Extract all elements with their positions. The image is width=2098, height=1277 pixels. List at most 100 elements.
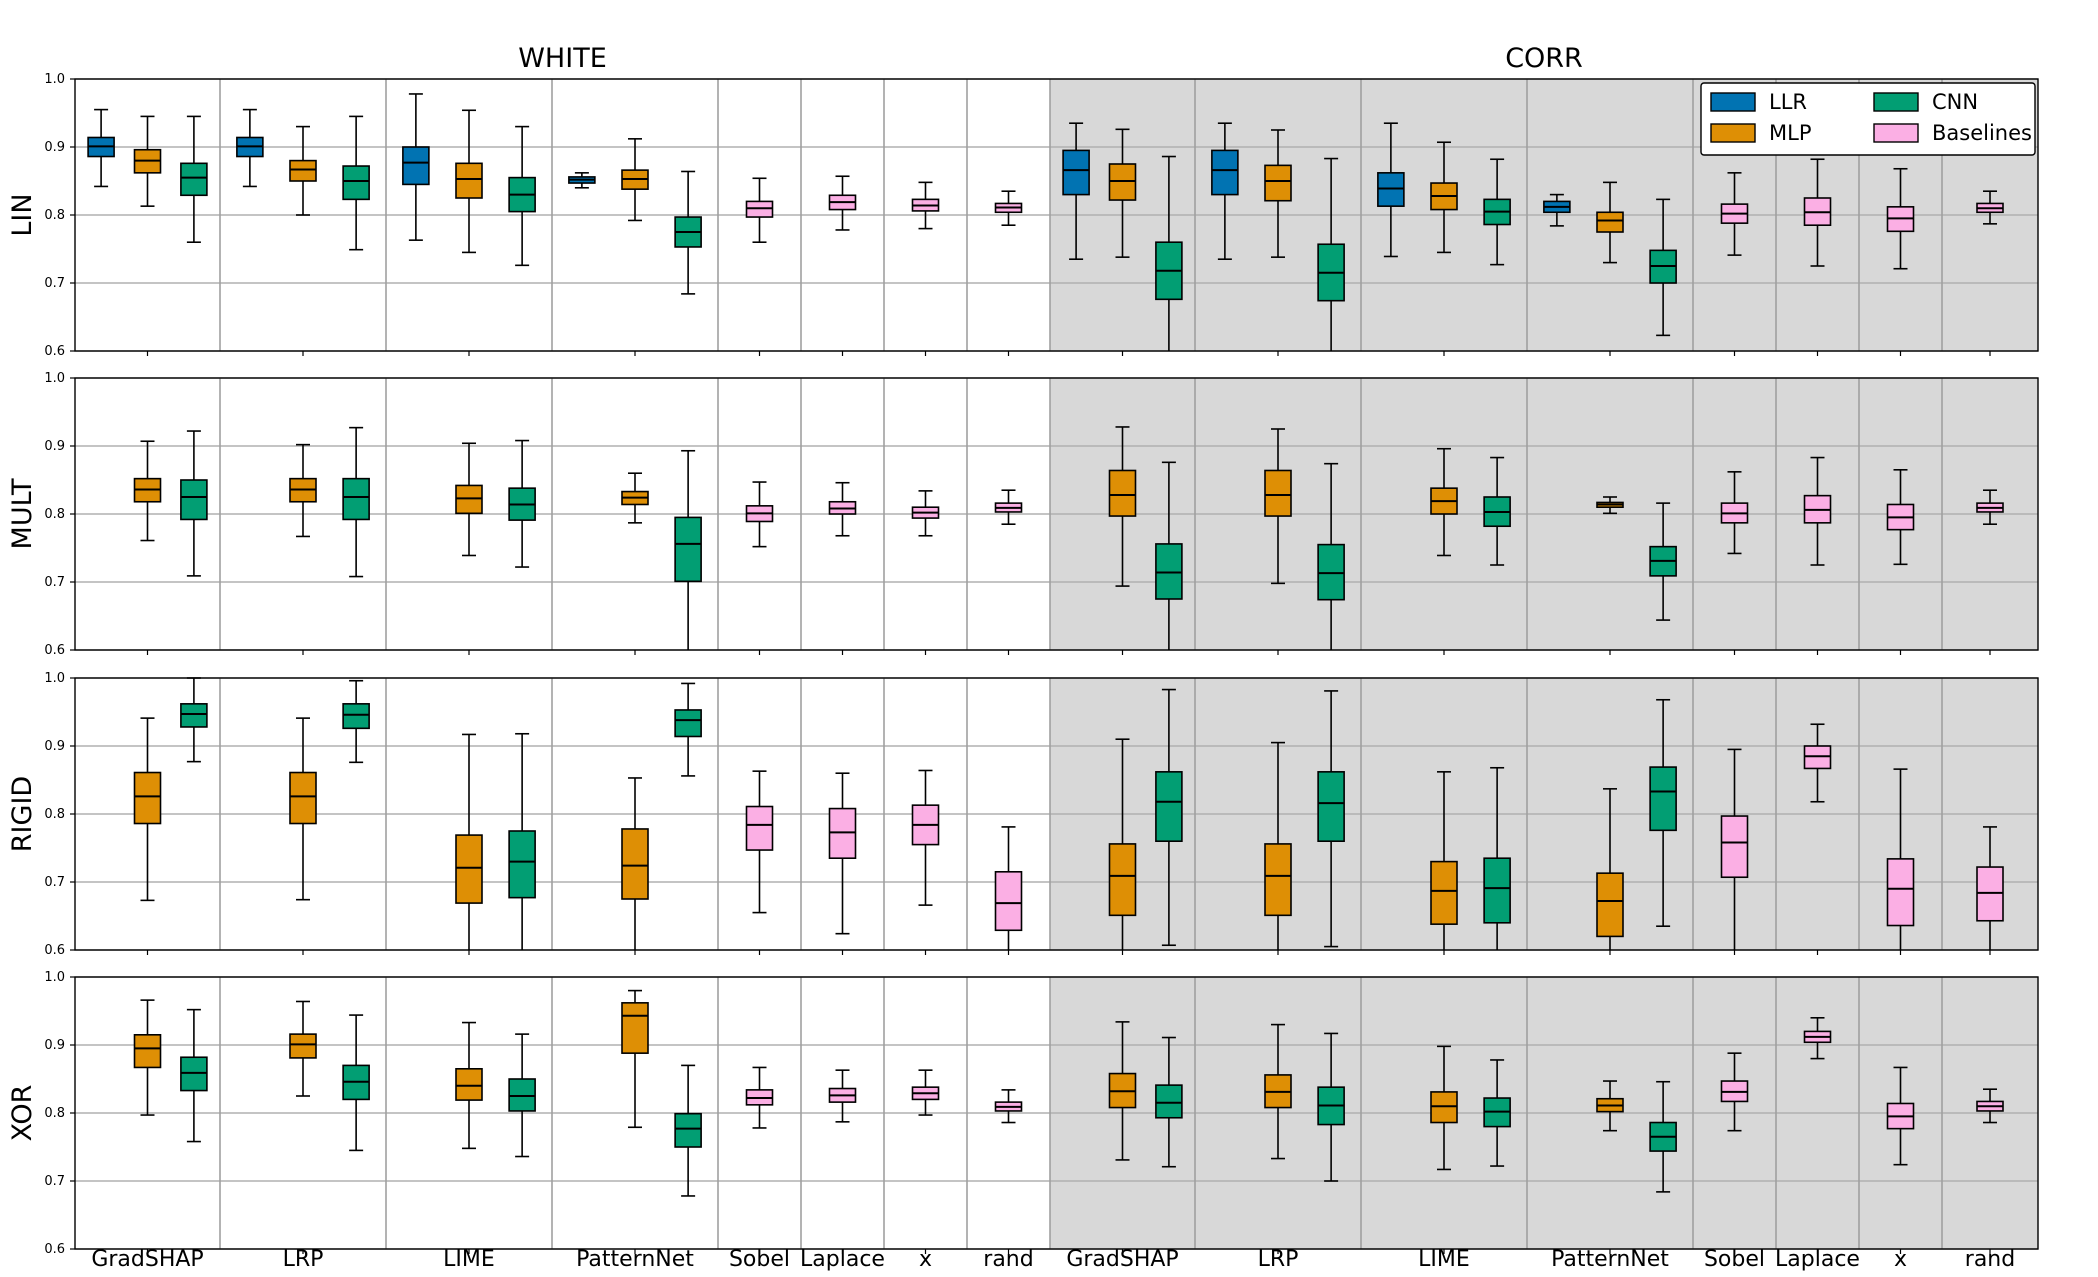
box-patternnet-mlp: [621, 472, 649, 524]
box-laplace-baselines: [1803, 723, 1832, 803]
x-label-lime: LIME: [1418, 1247, 1470, 1272]
y-tick-label: 1.0: [44, 970, 65, 985]
box-body: [289, 771, 317, 825]
box-lrp-mlp: [289, 125, 317, 216]
box-body: [1155, 771, 1183, 843]
box-body: [621, 828, 649, 900]
y-tick-label: 0.9: [44, 1038, 65, 1053]
box-patternnet-mlp: [1596, 1080, 1624, 1132]
box-rand-baselines: [994, 1089, 1023, 1124]
x-label-rand: rand: [983, 1247, 1033, 1272]
box-gradshap-cnn: [1155, 1036, 1183, 1168]
box-body: [342, 703, 370, 730]
box-body: [1108, 469, 1137, 517]
x-label-patternnet: PatternNet: [576, 1247, 694, 1272]
box-gradshap-cnn: [1155, 155, 1183, 351]
box-x-baselines: [911, 490, 940, 537]
box-gradshap-cnn: [180, 677, 208, 763]
y-tick-label: 0.6: [44, 1242, 65, 1257]
box-gradshap-mlp: [1108, 1021, 1137, 1161]
box-lrp-mlp: [1264, 428, 1292, 585]
box-sobel-baselines: [1720, 1052, 1749, 1132]
box-body: [1108, 843, 1137, 917]
box-lime-cnn: [1483, 766, 1511, 950]
box-x-baselines: [911, 181, 940, 230]
box-rand-baselines: [994, 489, 1023, 526]
box-lime-mlp: [455, 442, 483, 557]
y-tick-label: 0.9: [44, 439, 65, 454]
box-body: [508, 1078, 536, 1112]
y-tick-label: 1.0: [44, 72, 65, 87]
box-patternnet-mlp: [1596, 181, 1624, 264]
box-patternnet-cnn: [674, 170, 702, 295]
box-body: [1649, 766, 1677, 832]
panel-row-xor: 0.6 0.7 0.8 0.9 1.0 XOR: [7, 970, 2039, 1257]
box-x-baselines: [1886, 167, 1915, 270]
box-lrp-cnn: [1317, 462, 1345, 650]
box-body: [180, 162, 208, 197]
box-patternnet-mlp: [621, 989, 649, 1129]
box-patternnet-mlp: [621, 777, 649, 950]
box-body: [1596, 211, 1624, 233]
box-body: [674, 709, 702, 738]
box-lrp-cnn: [1317, 1032, 1345, 1182]
box-body: [342, 165, 370, 201]
box-body: [1155, 543, 1183, 600]
box-lrp-cnn: [1317, 157, 1345, 351]
box-body: [1976, 866, 2004, 922]
y-tick-label: 0.7: [44, 875, 65, 890]
box-body: [133, 771, 162, 825]
box-gradshap-cnn: [180, 430, 208, 577]
x-label-gradshap: GradSHAP: [1066, 1247, 1178, 1272]
box-body: [1264, 469, 1292, 517]
box-body: [508, 830, 536, 899]
box-gradshap-cnn: [1155, 461, 1183, 650]
box-lrp-cnn: [342, 679, 370, 764]
box-lrp-llr: [236, 108, 264, 188]
box-lime-cnn: [508, 439, 536, 568]
box-gradshap-cnn: [180, 115, 208, 243]
y-tick-label: 0.7: [44, 1174, 65, 1189]
box-lrp-mlp: [1264, 1023, 1292, 1160]
panel-row-mult: 0.6 0.7 0.8 0.9 1.0 MULT: [7, 371, 2039, 658]
box-laplace-baselines: [1803, 456, 1832, 566]
box-gradshap-mlp: [133, 440, 162, 542]
box-body: [1062, 149, 1090, 196]
box-lime-mlp: [455, 1021, 483, 1150]
box-laplace-baselines: [828, 1069, 857, 1123]
box-sobel-baselines: [1720, 471, 1749, 555]
box-lrp-llr: [1211, 122, 1239, 261]
y-tick-label: 0.7: [44, 575, 65, 590]
box-gradshap-mlp: [1108, 426, 1137, 587]
y-tick-label: 0.7: [44, 276, 65, 291]
box-body: [180, 479, 208, 521]
legend: LLR MLP CNN Baselines: [1700, 82, 2036, 156]
legend-label-llr: LLR: [1769, 90, 1807, 114]
box-x-baselines: [1886, 768, 1915, 950]
box-lrp-cnn: [342, 1014, 370, 1152]
box-body: [1108, 163, 1137, 201]
box-gradshap-cnn: [180, 1008, 208, 1143]
box-laplace-baselines: [1803, 1016, 1832, 1060]
box-gradshap-cnn: [1155, 688, 1183, 947]
box-body: [289, 159, 317, 182]
box-x-baselines: [1886, 1066, 1915, 1166]
box-body: [674, 516, 702, 583]
legend-swatch: [1710, 92, 1756, 112]
row-label-mult: MULT: [7, 478, 38, 549]
box-lime-mlp: [1430, 141, 1458, 254]
x-label-laplace: Laplace: [1775, 1247, 1860, 1272]
box-rand-baselines: [1976, 1088, 2004, 1124]
box-lrp-mlp: [1264, 129, 1292, 258]
box-lime-cnn: [1483, 1059, 1511, 1167]
box-body: [342, 477, 370, 521]
y-tick-label: 0.8: [44, 208, 65, 223]
panel-frame: [74, 677, 2039, 951]
box-body: [1886, 858, 1915, 927]
box-sobel-baselines: [745, 481, 774, 548]
legend-label-mlp: MLP: [1769, 121, 1811, 145]
box-lime-mlp: [1430, 1045, 1458, 1171]
x-label-lime: LIME: [443, 1247, 495, 1272]
box-lrp-mlp: [1264, 741, 1292, 950]
box-lime-cnn: [1483, 158, 1511, 266]
